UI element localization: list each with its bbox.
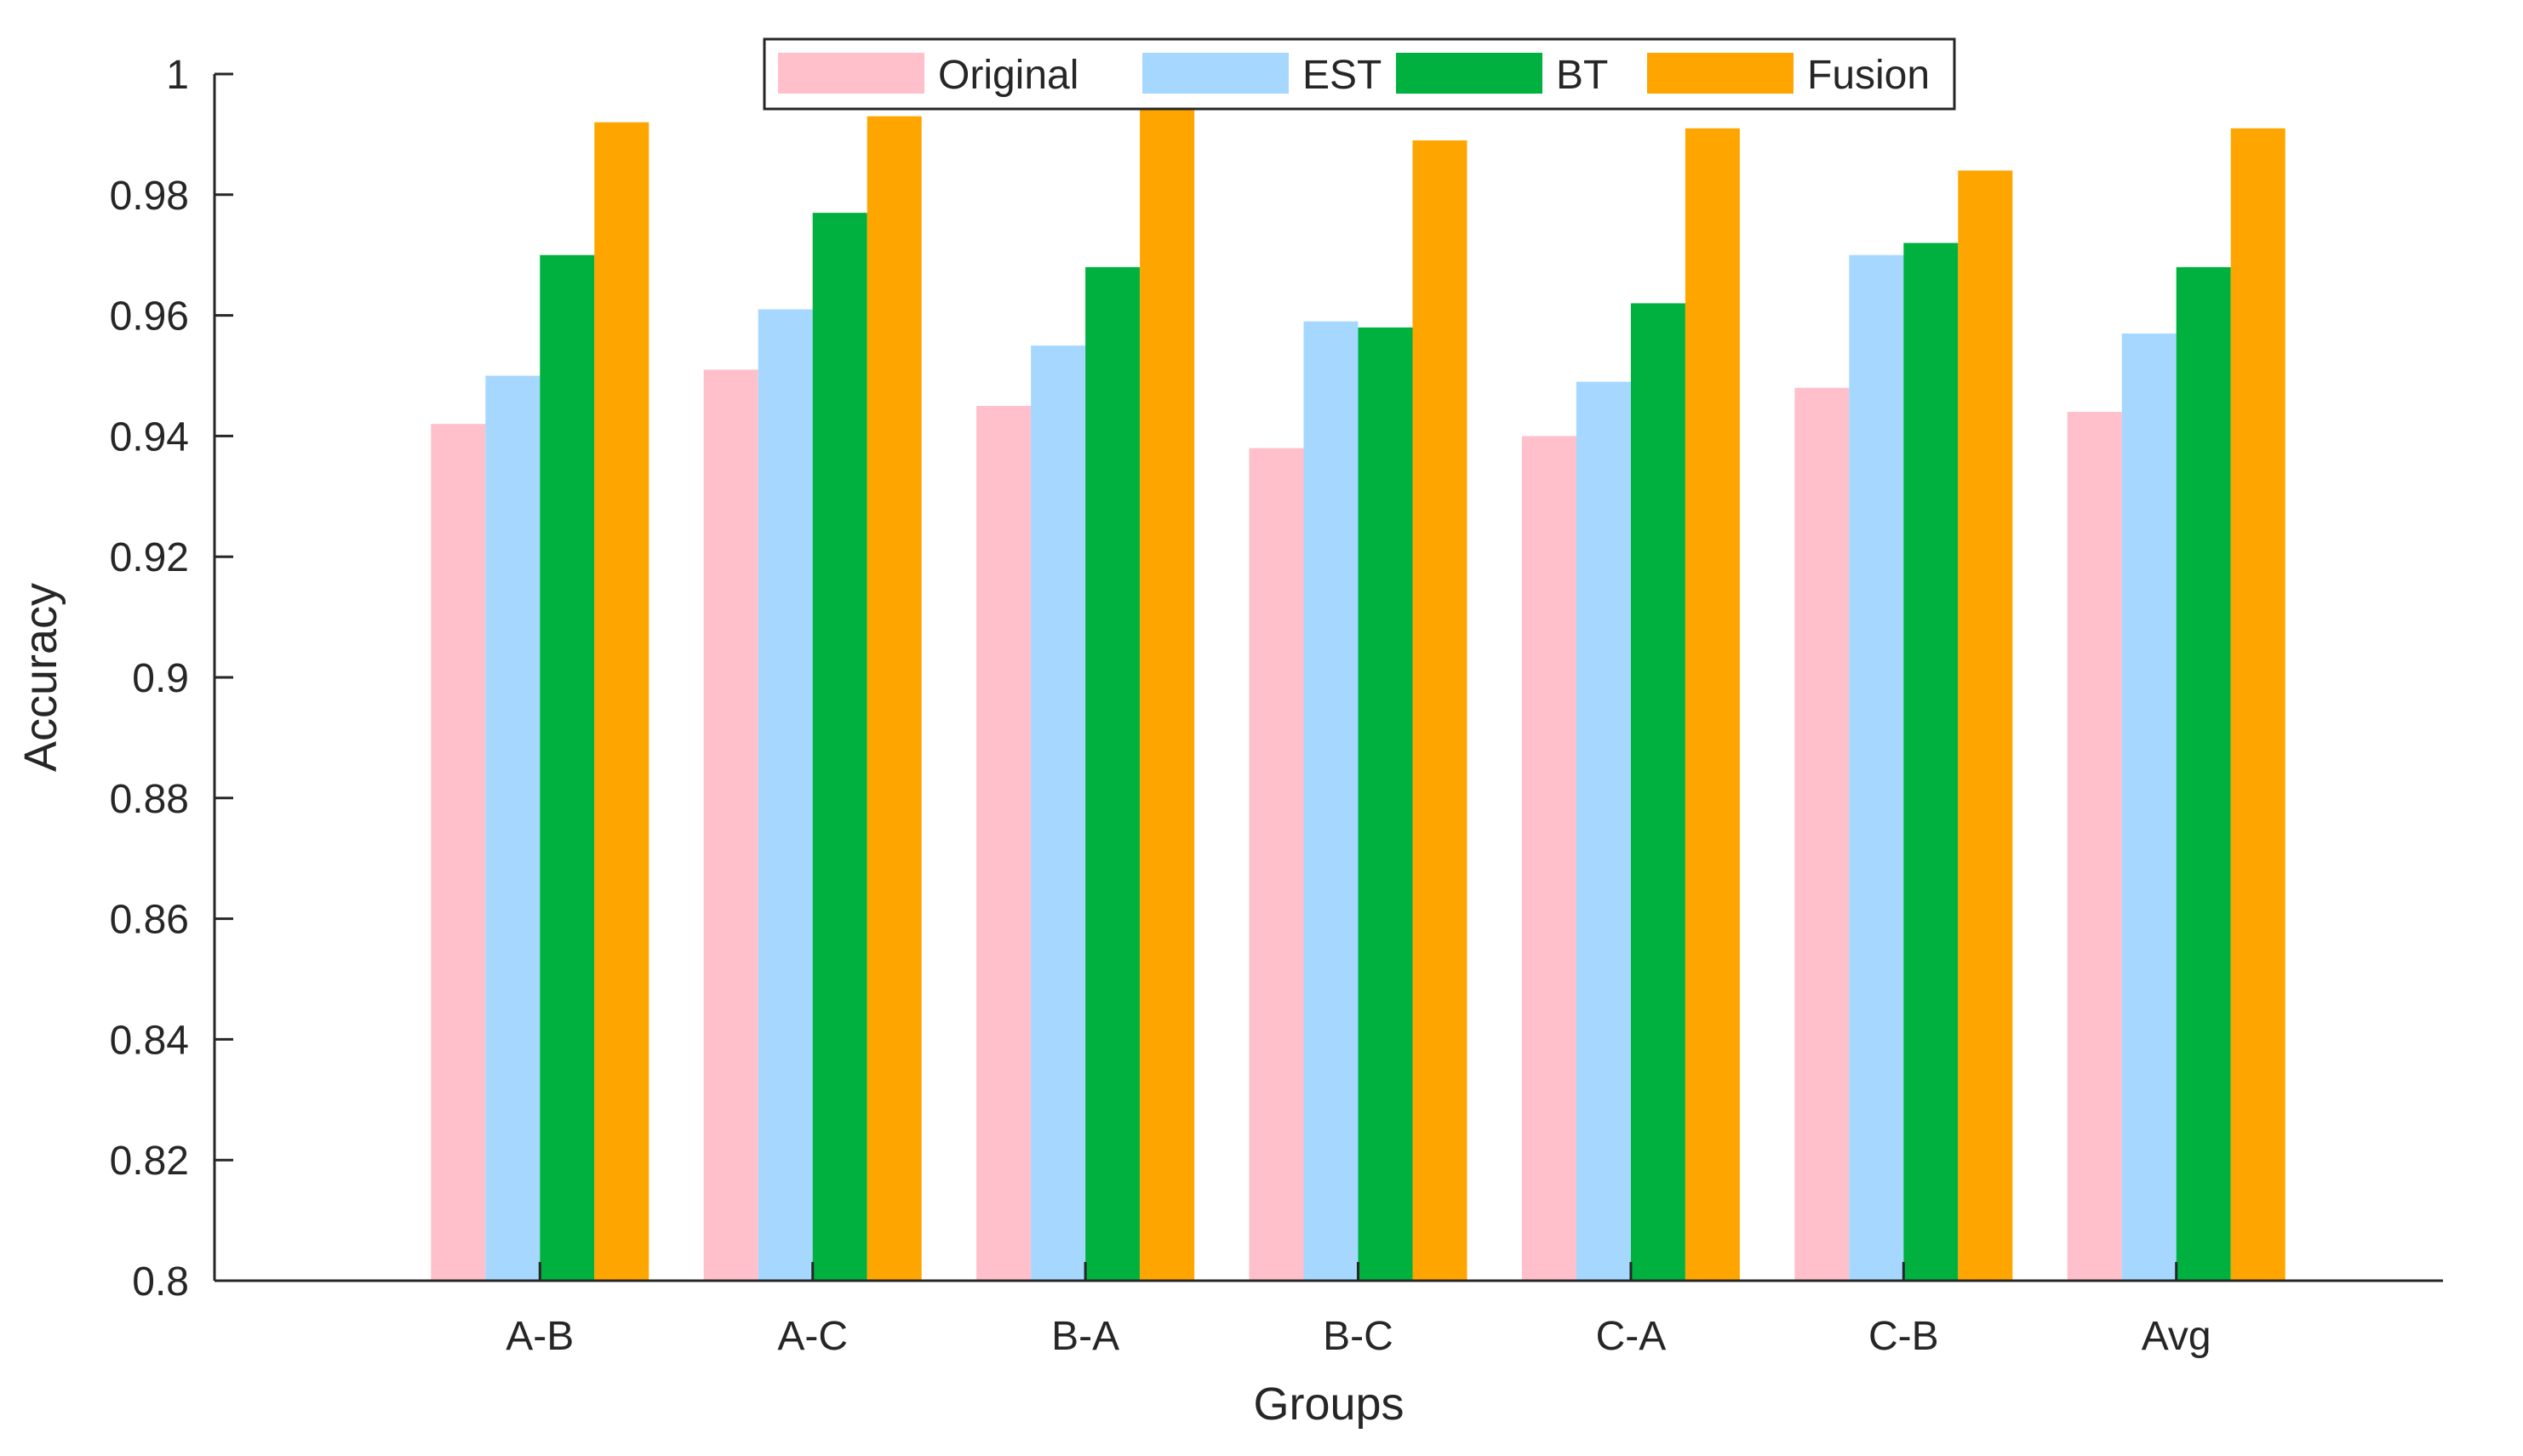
- y-tick-label: 0.88: [110, 777, 189, 822]
- bar-fusion-a-c: [867, 116, 922, 1282]
- bar-bt-b-c: [1358, 327, 1413, 1281]
- legend-label-bt: BT: [1556, 53, 1608, 98]
- bar-original-c-b: [1794, 387, 1850, 1282]
- bar-fusion-b-a: [1140, 104, 1195, 1281]
- bar-original-avg: [2067, 412, 2122, 1281]
- bar-fusion-a-b: [594, 122, 649, 1282]
- y-tick-label: 0.82: [110, 1139, 189, 1184]
- legend-swatch-fusion: [1647, 53, 1794, 94]
- bar-fusion-avg: [2230, 128, 2286, 1281]
- x-tick-label: C-B: [1868, 1314, 1939, 1359]
- bar-bt-avg: [2176, 266, 2231, 1281]
- legend-label-fusion: Fusion: [1807, 53, 1930, 98]
- y-tick-label: 0.98: [110, 174, 189, 219]
- y-axis-title: Accuracy: [15, 583, 66, 772]
- y-tick-label: 0.96: [110, 294, 189, 340]
- ticks-layer: 0.8 0.82 0.84 0.86 0.88 0.9 0.92 0.94 0.96 0.98 1 A…: [110, 53, 2211, 1359]
- bar-fusion-c-a: [1685, 128, 1740, 1281]
- x-tick-label: Avg: [2142, 1314, 2211, 1359]
- y-tick-label: 0.84: [110, 1018, 189, 1063]
- bar-est-b-a: [1031, 345, 1086, 1282]
- x-tick-label: B-C: [1323, 1314, 1393, 1359]
- bar-bt-a-b: [540, 254, 595, 1282]
- bar-est-a-b: [485, 375, 541, 1281]
- bar-original-c-a: [1521, 436, 1576, 1281]
- x-axis-title: Groups: [1253, 1379, 1404, 1430]
- y-tick-label: 1: [166, 53, 189, 98]
- bar-bt-c-b: [1903, 243, 1959, 1281]
- legend-label-original: Original: [938, 53, 1078, 98]
- bar-original-b-a: [976, 406, 1032, 1281]
- y-tick-label: 0.94: [110, 414, 189, 460]
- bar-est-c-a: [1576, 381, 1631, 1282]
- bar-original-b-c: [1249, 448, 1304, 1281]
- legend-swatch-est: [1142, 53, 1289, 94]
- bars-layer: [431, 104, 2286, 1282]
- bar-bt-c-a: [1630, 303, 1685, 1281]
- y-tick-label: 0.86: [110, 898, 189, 943]
- legend: Original EST BT Fusion: [763, 37, 1956, 111]
- legend-label-est: EST: [1302, 53, 1382, 98]
- legend-swatch-original: [778, 53, 924, 94]
- bar-original-a-c: [703, 369, 758, 1281]
- x-tick-label: B-A: [1051, 1314, 1119, 1359]
- x-tick-label: A-B: [506, 1314, 574, 1359]
- x-tick-label: C-A: [1596, 1314, 1667, 1359]
- bar-est-avg: [2121, 333, 2177, 1281]
- y-tick-label: 0.8: [132, 1259, 189, 1305]
- bar-fusion-c-b: [1958, 170, 2013, 1281]
- bar-bt-b-a: [1085, 266, 1141, 1281]
- bar-est-a-c: [758, 309, 813, 1281]
- legend-swatch-bt: [1396, 53, 1542, 94]
- bar-original-a-b: [431, 424, 486, 1281]
- bar-fusion-b-c: [1412, 140, 1467, 1281]
- x-tick-label: A-C: [777, 1314, 848, 1359]
- bar-bt-a-c: [812, 213, 867, 1282]
- bar-est-b-c: [1303, 321, 1359, 1282]
- y-tick-label: 0.92: [110, 535, 189, 580]
- y-tick-label: 0.9: [132, 656, 189, 701]
- bar-est-c-b: [1849, 254, 1904, 1282]
